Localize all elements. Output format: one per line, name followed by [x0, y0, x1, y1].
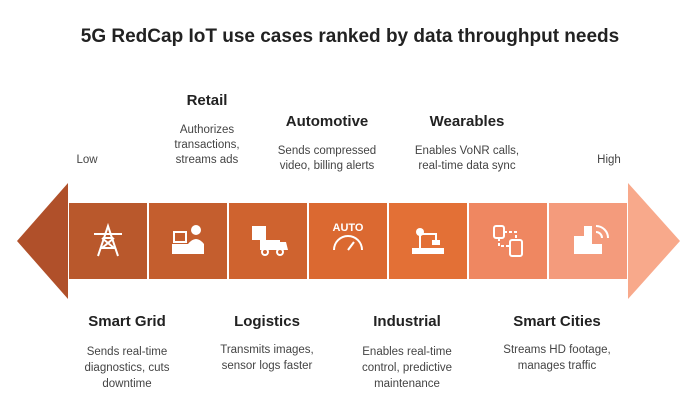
icon — [498, 231, 517, 247]
use-case-box — [389, 203, 467, 279]
use-case-label: Wearables — [430, 113, 505, 130]
use-case-box — [149, 203, 227, 279]
arrow-head-left — [17, 183, 68, 299]
icon — [574, 225, 609, 254]
icon — [595, 225, 609, 239]
use-case-box — [69, 203, 147, 279]
use-case-description: streams ads — [176, 154, 239, 166]
title: 5G RedCap IoT use cases ranked by data t… — [81, 26, 619, 47]
scale-high: High — [597, 154, 621, 166]
icon — [172, 225, 204, 254]
scale-low: Low — [76, 154, 98, 166]
use-case-label: Smart Cities — [513, 313, 601, 330]
use-case-description: transactions, — [174, 139, 239, 151]
use-case-description: real-time data sync — [418, 160, 515, 172]
icon — [188, 239, 204, 244]
use-case-description: Streams HD footage, — [503, 344, 610, 356]
use-case-label: Smart Grid — [88, 313, 166, 330]
arrow-head-right — [628, 183, 680, 299]
use-case-label: Automotive — [286, 113, 369, 130]
boxes: AUTO — [69, 203, 627, 279]
icon — [173, 231, 187, 243]
use-case-description: manages traffic — [518, 360, 597, 372]
icon-text: AUTO — [333, 222, 364, 234]
use-case-description: control, predictive — [362, 362, 452, 374]
icon — [172, 244, 204, 254]
icon — [509, 239, 523, 257]
icon — [333, 235, 363, 251]
icon — [191, 225, 201, 235]
use-case-description: maintenance — [374, 378, 440, 390]
icon — [574, 236, 584, 254]
use-case-box — [469, 203, 547, 279]
icon — [412, 228, 444, 254]
icon — [432, 240, 440, 245]
icon — [276, 248, 284, 256]
use-case-description: Transmits images, — [220, 344, 314, 356]
use-case-description: sensor logs faster — [222, 360, 313, 372]
icon — [252, 226, 266, 240]
icon — [412, 248, 444, 254]
icon — [416, 228, 424, 236]
icon — [260, 240, 280, 250]
use-case-description: Sends real-time — [87, 346, 168, 358]
icon — [592, 244, 602, 254]
icon — [493, 225, 523, 257]
use-case-description: Sends compressed — [278, 145, 376, 157]
use-case-description: Authorizes — [180, 124, 235, 136]
icon — [261, 248, 269, 256]
use-case-description: downtime — [102, 378, 151, 390]
use-case-description: diagnostics, cuts — [84, 362, 169, 374]
icon — [419, 233, 437, 248]
icon — [252, 226, 288, 256]
icon — [584, 226, 592, 254]
use-case-label: Logistics — [234, 313, 300, 330]
icon — [94, 222, 122, 257]
icon — [94, 222, 122, 257]
use-case-box — [309, 203, 387, 279]
icon — [280, 242, 288, 250]
use-case-description: video, billing alerts — [280, 160, 375, 172]
use-case-description: Enables real-time — [362, 346, 451, 358]
use-case-label: Retail — [187, 92, 228, 109]
use-case-description: Enables VoNR calls, — [415, 145, 519, 157]
use-case-label: Industrial — [373, 313, 441, 330]
icon — [347, 241, 355, 251]
icon: AUTO — [333, 222, 364, 251]
